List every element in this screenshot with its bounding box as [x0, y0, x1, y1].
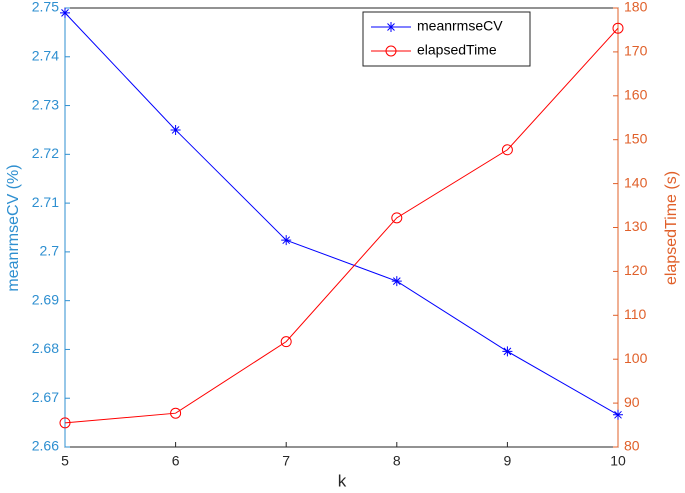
x-tick-label: 9: [504, 453, 512, 469]
y2-tick-label: 140: [624, 174, 648, 190]
y2-tick-label: 130: [624, 218, 648, 234]
legend: meanrmseCV elapsedTime: [362, 11, 531, 67]
y-tick-label: 2.74: [32, 47, 59, 63]
x-tick-label: 6: [172, 453, 180, 469]
data-point: [280, 336, 292, 348]
y2-tick-label: 170: [624, 43, 648, 59]
data-point: [170, 124, 181, 135]
x-tick-label: 8: [393, 453, 401, 469]
data-point: [59, 417, 71, 429]
legend-label: meanrmseCV: [417, 18, 503, 34]
y-tick-label: 2.75: [32, 0, 59, 15]
data-point: [60, 7, 70, 18]
x-tick-label: 10: [610, 453, 626, 469]
legend-label: elapsedTime: [417, 42, 497, 58]
y-tick-label: 2.66: [32, 438, 59, 454]
y2-tick-label: 150: [624, 130, 648, 146]
legend-marker: [385, 45, 397, 57]
plot-area: [64, 7, 619, 448]
x-axis-label: k: [338, 471, 347, 490]
y2-tick-label: 120: [624, 262, 648, 278]
legend-box: [362, 11, 531, 67]
y-tick-label: 2.73: [32, 96, 59, 112]
y2-tick-label: 90: [624, 394, 640, 410]
y-tick-label: 2.71: [32, 194, 59, 210]
y-tick-label: 2.69: [32, 291, 59, 307]
y-axis-label: meanrmseCV (%): [5, 164, 22, 291]
y-tick-label: 2.68: [32, 340, 59, 356]
data-point: [281, 235, 292, 246]
data-point: [391, 212, 403, 224]
y2-axis-label: elapsedTime (s): [663, 171, 680, 285]
data-point: [501, 144, 513, 156]
series-line: [64, 12, 619, 416]
data-point: [170, 407, 182, 419]
data-point: [391, 276, 402, 287]
data-point: [502, 346, 513, 357]
x-tick-label: 7: [282, 453, 290, 469]
y-tick-label: 2.67: [32, 389, 59, 405]
y2-tick-label: 80: [624, 438, 640, 454]
y-tick-label: 2.7: [40, 243, 60, 259]
data-point: [612, 22, 624, 34]
series-line: [64, 27, 619, 424]
y-tick-label: 2.72: [32, 145, 59, 161]
y2-tick-label: 100: [624, 350, 648, 366]
x-tick-label: 5: [61, 453, 69, 469]
legend-marker: [386, 22, 396, 32]
y2-tick-label: 110: [624, 306, 647, 322]
y2-tick-label: 180: [624, 0, 648, 15]
y2-tick-label: 160: [624, 87, 648, 103]
data-point: [613, 409, 623, 420]
